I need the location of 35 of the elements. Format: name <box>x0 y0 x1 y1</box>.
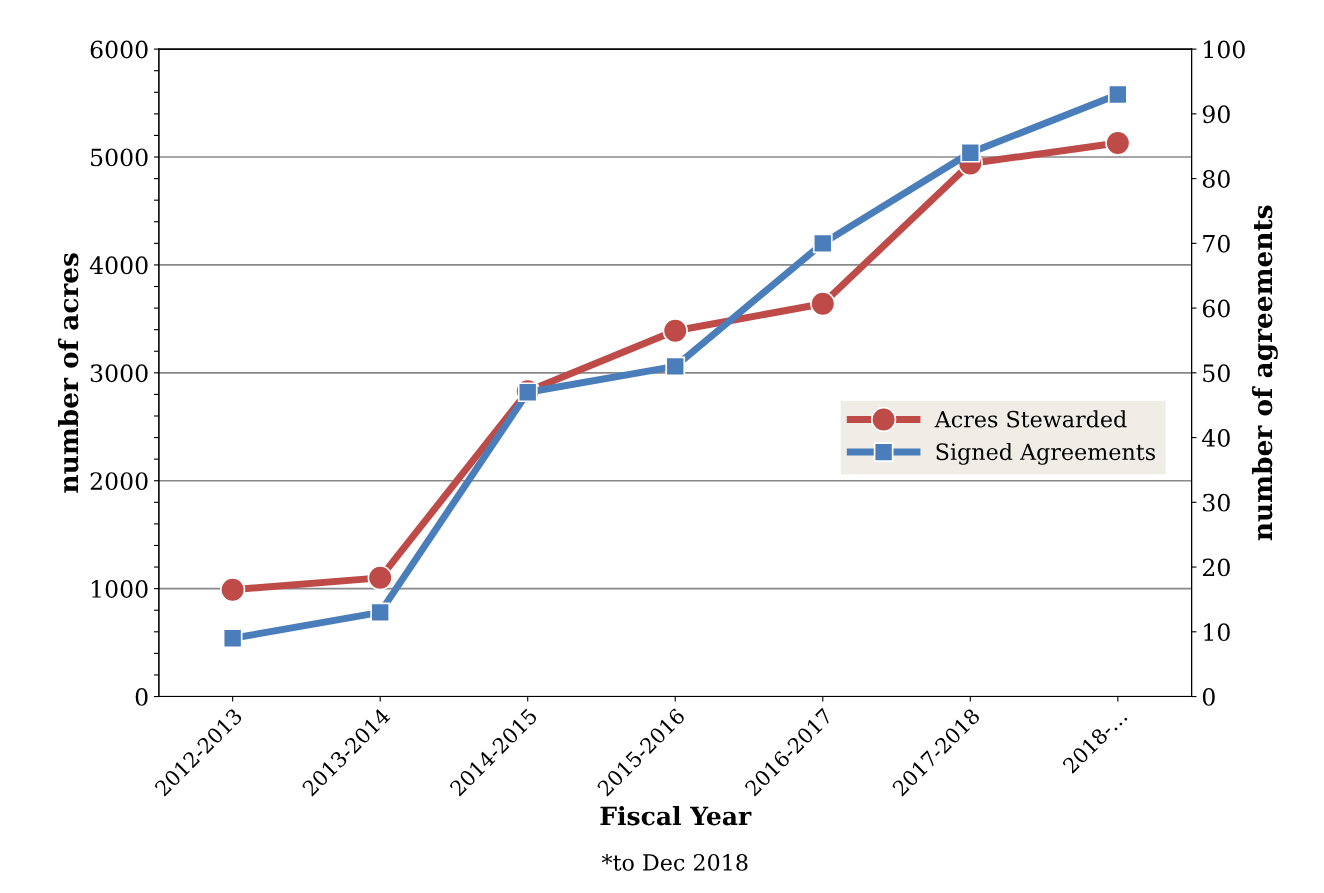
y-tick-label: 6000 <box>90 40 148 59</box>
x-axis-title: Fiscal Year <box>600 806 752 826</box>
text: *to Dec 2018 <box>601 854 748 871</box>
y2-axis-title: number of agreements <box>1251 205 1278 541</box>
point <box>960 142 981 163</box>
y2-tick-label: 0 <box>1202 687 1215 706</box>
y2-tick-label: 80 <box>1202 170 1230 188</box>
legend-label: Signed Agreements <box>936 442 1155 465</box>
point <box>665 356 686 377</box>
y-axis-title: number of acres <box>57 253 79 493</box>
point <box>222 628 243 649</box>
y-tick-label: 0 <box>135 687 148 706</box>
point <box>812 233 833 254</box>
point <box>220 577 246 603</box>
point <box>662 318 688 344</box>
y2-tick-label: 50 <box>1203 364 1230 383</box>
y2-tick-label: 40 <box>1202 429 1230 447</box>
y2-tick-label: 70 <box>1203 234 1230 253</box>
y2-tick-label: 90 <box>1202 105 1230 124</box>
point <box>1105 130 1131 156</box>
y-tick-label: 4000 <box>89 256 148 275</box>
y2-tick-label: 10 <box>1204 623 1230 642</box>
point <box>1107 84 1128 105</box>
y-tick-label: 2000 <box>90 472 148 491</box>
y-tick-label: 1000 <box>91 580 148 598</box>
y-tick-label: 5000 <box>91 148 148 167</box>
y2-tick-label: 20 <box>1202 558 1230 577</box>
y2-tick-label: 60 <box>1202 299 1230 318</box>
point <box>367 565 393 591</box>
point <box>810 291 836 317</box>
point <box>370 602 391 623</box>
y2-tick-label: 100 <box>1204 40 1245 59</box>
y-tick-label: 3000 <box>90 364 148 383</box>
legend-label: Acres Stewarded <box>934 410 1127 428</box>
y2-tick-label: 30 <box>1203 493 1230 512</box>
